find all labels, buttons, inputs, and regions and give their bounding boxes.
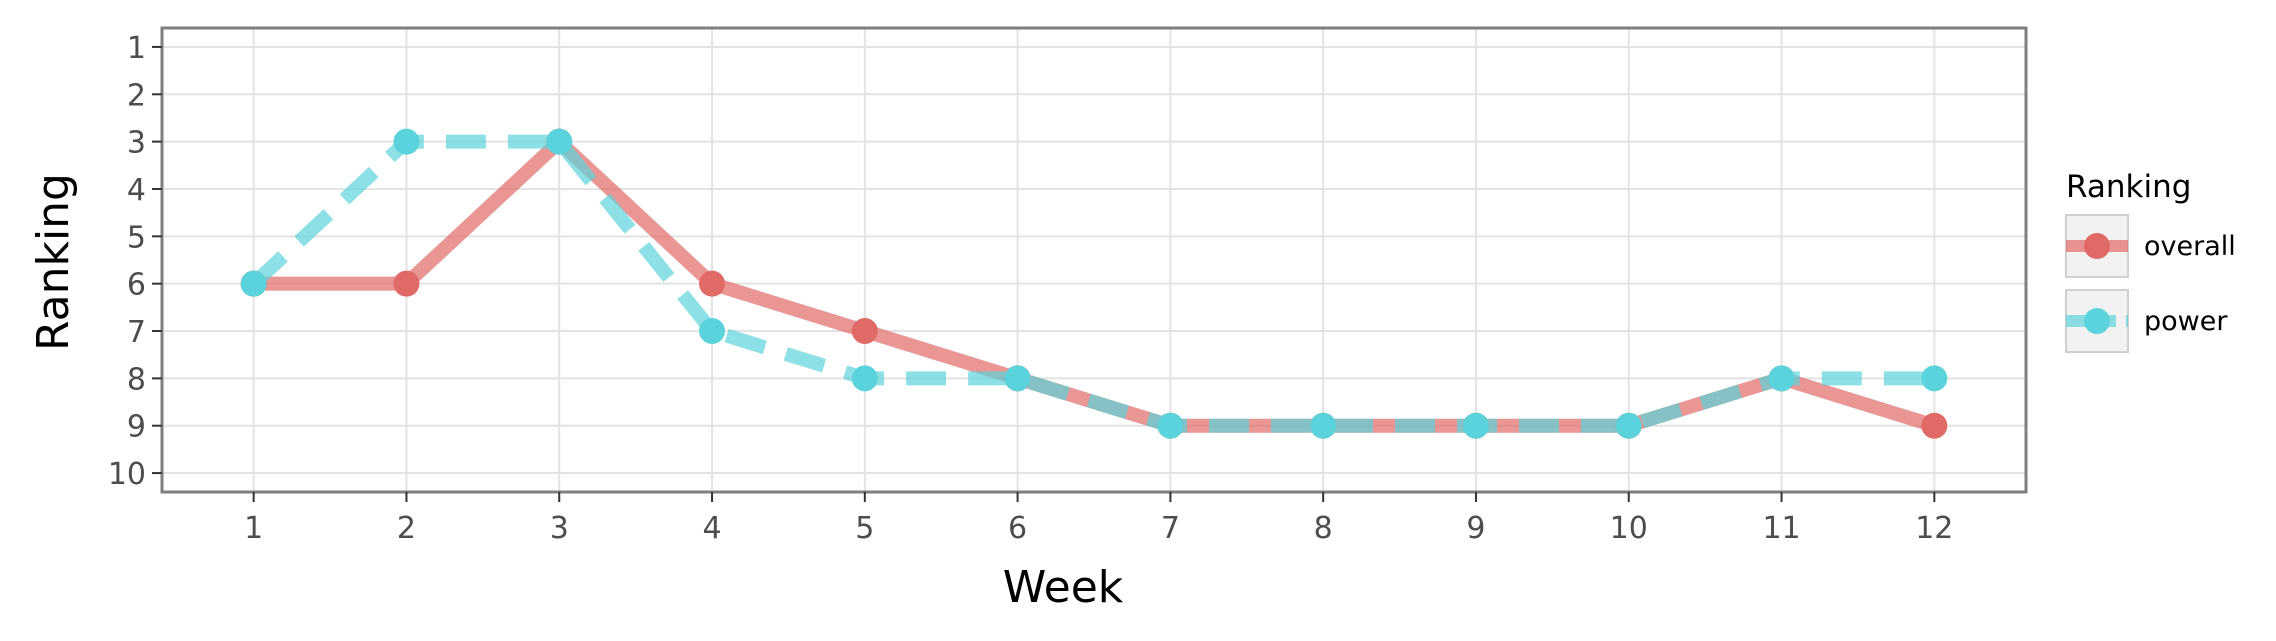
legend-label: overall xyxy=(2144,231,2236,262)
x-tick-label: 2 xyxy=(397,511,416,546)
data-point-overall xyxy=(393,270,420,297)
data-point-power xyxy=(699,318,726,345)
y-tick-label: 8 xyxy=(127,362,146,397)
series-line-power xyxy=(248,134,1935,433)
x-tick-label: 12 xyxy=(1915,511,1953,546)
legend-item-overall: overall xyxy=(2065,214,2236,278)
x-tick-label: 10 xyxy=(1610,511,1648,546)
x-axis: 1 2 3 4 5 6 7 8 9 10 11 12 xyxy=(244,492,1953,546)
legend-key-point xyxy=(2084,308,2110,334)
data-point-power xyxy=(1768,365,1795,392)
series-lines xyxy=(248,134,1937,433)
x-tick-label: 1 xyxy=(244,511,263,546)
x-axis-title: Week xyxy=(1003,562,1124,613)
data-point-power xyxy=(393,128,420,155)
y-tick-label: 2 xyxy=(127,78,146,113)
legend-label: power xyxy=(2144,306,2228,337)
y-tick-label: 5 xyxy=(127,220,146,255)
legend-key-point xyxy=(2084,233,2110,259)
y-tick-label: 9 xyxy=(127,410,146,445)
legend-title: Ranking xyxy=(2066,169,2191,205)
panel-background xyxy=(162,28,2026,492)
y-tick-label: 3 xyxy=(127,126,146,161)
x-tick-label: 5 xyxy=(855,511,874,546)
x-tick-label: 4 xyxy=(702,511,721,546)
data-point-power xyxy=(1004,365,1031,392)
y-axis: 1 2 3 4 5 6 7 8 9 10 xyxy=(108,31,162,492)
y-tick-label: 1 xyxy=(127,31,146,66)
y-tick-label: 4 xyxy=(127,173,146,208)
data-point-power xyxy=(1615,412,1642,439)
x-tick-label: 6 xyxy=(1008,511,1027,546)
x-tick-label: 8 xyxy=(1314,511,1333,546)
y-tick-label: 10 xyxy=(108,457,146,492)
y-axis-title: Ranking xyxy=(28,173,79,351)
y-tick-label: 6 xyxy=(127,268,146,303)
series-points xyxy=(240,128,1948,439)
data-point-power xyxy=(851,365,878,392)
x-tick-label: 3 xyxy=(550,511,569,546)
y-tick-label: 7 xyxy=(127,315,146,350)
data-point-power xyxy=(1157,412,1184,439)
grid-lines xyxy=(162,28,2026,492)
data-point-power xyxy=(546,128,573,155)
data-point-power xyxy=(1310,412,1337,439)
legend: Ranking overall power xyxy=(2065,169,2236,353)
legend-item-power: power xyxy=(2065,289,2228,353)
data-point-power xyxy=(1462,412,1489,439)
data-point-power xyxy=(240,270,267,297)
data-point-overall xyxy=(851,318,878,345)
x-tick-label: 9 xyxy=(1466,511,1485,546)
data-point-power xyxy=(1921,365,1948,392)
panel-border xyxy=(160,26,2028,494)
x-tick-label: 11 xyxy=(1762,511,1800,546)
x-tick-label: 7 xyxy=(1161,511,1180,546)
data-point-overall xyxy=(1921,412,1948,439)
data-point-overall xyxy=(699,270,726,297)
